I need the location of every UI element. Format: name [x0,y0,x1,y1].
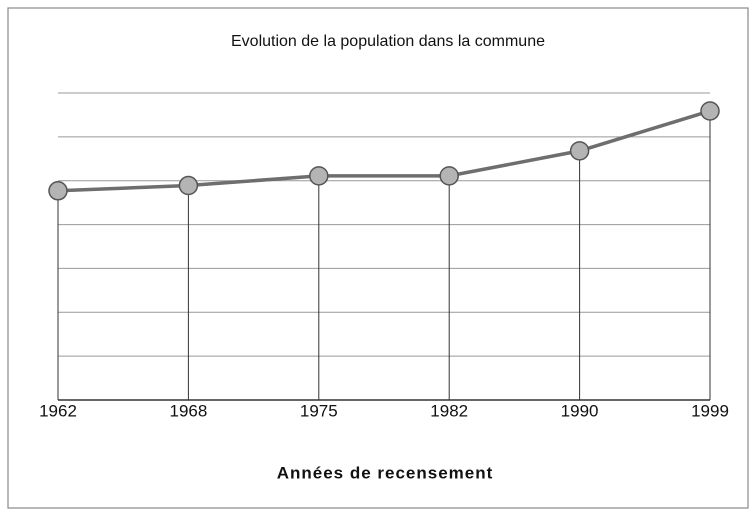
point [569,141,590,161]
x-tick-label: 1999 [691,401,729,420]
x-tick-label: 1968 [169,401,207,420]
chart-frame [7,7,749,509]
point [178,175,199,196]
x-tick-label: 1990 [561,401,599,420]
point [309,166,329,186]
point [700,101,720,121]
point [439,166,459,186]
x-tick-label: 1975 [300,401,338,420]
chart-title: Evolution de la population dans la commu… [231,33,545,50]
x-tick-label: 1962 [39,401,77,420]
x-axis-title: Années de recensement [277,463,494,482]
point [48,181,68,201]
x-tick-label: 1982 [430,401,468,420]
series-line [57,109,711,193]
